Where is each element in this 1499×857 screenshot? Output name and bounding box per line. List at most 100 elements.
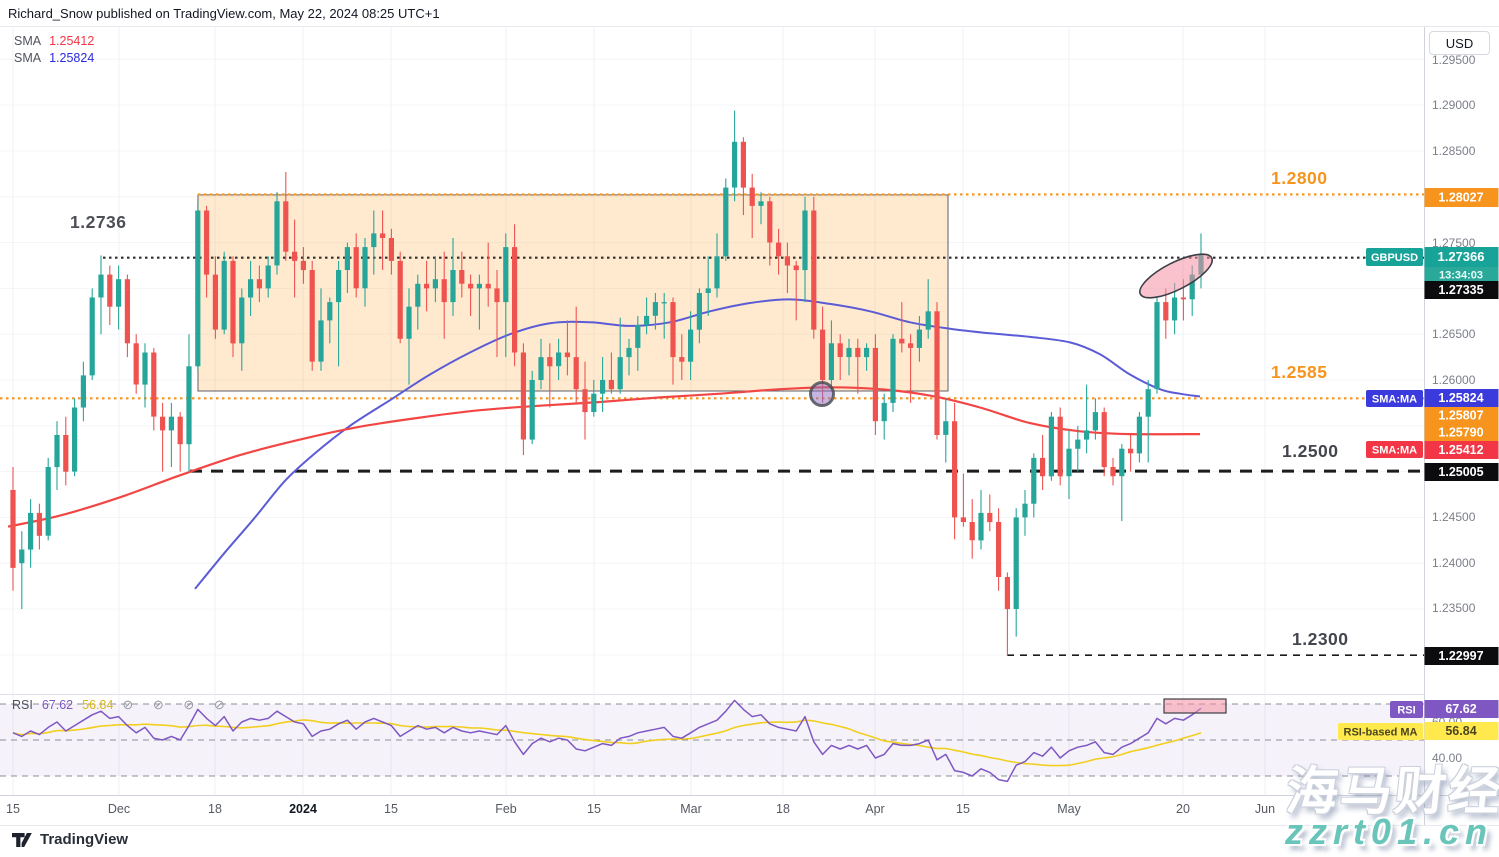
- rsi-axis-label: 40.00: [1432, 751, 1462, 765]
- candle-body: [72, 407, 78, 472]
- price-axis-label: 1.29500: [1432, 53, 1476, 67]
- candle-body: [934, 311, 940, 435]
- candle-body: [397, 260, 403, 339]
- x-axis-tick-label: 18: [208, 802, 222, 816]
- price-axis-badge-text: 67.62: [1445, 702, 1476, 716]
- x-axis-tick-label: 15: [956, 802, 970, 816]
- candle-body: [978, 512, 984, 541]
- candle-body: [740, 141, 746, 188]
- candle-body: [327, 302, 333, 321]
- candle-body: [758, 201, 764, 206]
- x-axis-tick-label: Apr: [865, 802, 884, 816]
- candle-body: [292, 251, 298, 261]
- candle-body: [670, 302, 676, 358]
- candle-body: [626, 347, 632, 358]
- x-axis-tick-label: 15: [384, 802, 398, 816]
- candle-body: [1119, 448, 1125, 477]
- price-axis-badge-text: 1.27366: [1438, 249, 1485, 264]
- rsi-value: 67.62: [41, 698, 74, 712]
- level-price-label: 1.2500: [1282, 441, 1339, 461]
- candle-body: [512, 247, 518, 353]
- rsi-highlight-box: [1163, 698, 1227, 714]
- currency-toggle-button[interactable]: USD: [1429, 31, 1490, 55]
- price-axis-badge: [1424, 441, 1499, 459]
- series-name-pill-text: SMA:MA: [1372, 445, 1417, 457]
- candle-body: [855, 347, 861, 358]
- x-axis-tick-label: 2024: [289, 802, 317, 816]
- candle-body: [1013, 517, 1019, 609]
- series-name-pill: [1366, 441, 1423, 458]
- candle-body: [960, 517, 966, 522]
- candle-body: [723, 187, 729, 257]
- candle-body: [265, 265, 271, 289]
- candle-body: [1084, 430, 1090, 440]
- candle-body: [1004, 577, 1010, 610]
- x-axis-tick-label: 15: [6, 802, 20, 816]
- candle-body: [899, 338, 905, 344]
- price-axis-label: 1.26500: [1432, 327, 1476, 341]
- tradingview-logo-icon: [12, 832, 32, 847]
- level-price-label: 1.2585: [1271, 362, 1328, 382]
- price-axis-badge-text: 1.25005: [1438, 465, 1483, 479]
- series-name-pill: [1366, 248, 1423, 266]
- candle-body: [1128, 448, 1134, 454]
- candle-body: [221, 260, 227, 330]
- price-axis-label: 1.23500: [1432, 601, 1476, 615]
- candle-body: [239, 297, 245, 344]
- candle-body: [820, 329, 826, 380]
- candle-body: [705, 288, 711, 293]
- candle-body: [503, 247, 509, 303]
- candle-body: [1163, 302, 1169, 321]
- price-axis-label: 1.28500: [1432, 144, 1476, 158]
- x-axis-tick-label: 18: [776, 802, 790, 816]
- sma-legend-row[interactable]: SMA 1.25824: [14, 50, 94, 67]
- candle-body: [872, 347, 878, 422]
- sma-slow-line: [194, 298, 1201, 590]
- candle-body: [36, 512, 42, 536]
- candle-body: [54, 435, 60, 468]
- series-name-pill-text: RSI: [1397, 705, 1415, 717]
- candle-body: [881, 402, 887, 422]
- candle-body: [1075, 439, 1081, 449]
- candle-body: [89, 297, 95, 376]
- price-axis-badge-text: 1.25824: [1438, 391, 1483, 405]
- candle-body: [441, 279, 447, 303]
- candle-body: [1172, 297, 1178, 321]
- candle-body: [300, 260, 306, 271]
- candle-body: [353, 247, 359, 289]
- candle-body: [485, 283, 491, 289]
- candle-body: [116, 279, 122, 307]
- candle-body: [230, 260, 236, 344]
- candle-body: [10, 490, 16, 568]
- candle-body: [1022, 503, 1028, 518]
- tradingview-attribution-link[interactable]: TradingView: [12, 831, 128, 848]
- breakout-ellipse-annotation: [1139, 253, 1213, 299]
- candle-body: [714, 256, 720, 289]
- candle-body: [732, 141, 738, 188]
- candle-body: [1136, 416, 1142, 454]
- candle-body: [309, 270, 315, 362]
- watermark-url: zzrt01.cn: [1284, 811, 1493, 852]
- candle-body: [547, 357, 553, 367]
- candle-body: [582, 389, 588, 413]
- price-axis-badge: [1424, 281, 1499, 299]
- sma-legend: SMA 1.25412 SMA 1.25824: [14, 33, 94, 67]
- candle-body: [784, 256, 790, 266]
- sma-value: 1.25824: [49, 51, 95, 65]
- candle-body: [274, 201, 280, 266]
- price-axis-badge-text: 1.28027: [1438, 191, 1483, 205]
- indicator-action-icons[interactable]: ⊘ ⊘ ⊘ ⊘: [122, 697, 233, 712]
- candle-body: [388, 238, 394, 261]
- price-axis-badge-text: 1.25412: [1438, 443, 1483, 457]
- candle-body: [644, 315, 650, 326]
- price-axis-label: 1.29000: [1432, 98, 1476, 112]
- sma-value: 1.25412: [49, 34, 95, 48]
- sma-legend-row[interactable]: SMA 1.25412: [14, 33, 94, 50]
- candle-body: [133, 343, 139, 385]
- candle-body: [828, 343, 834, 380]
- rsi-line: [12, 699, 1202, 783]
- candle-body: [749, 187, 755, 206]
- candle-body: [608, 380, 614, 390]
- candle-body: [908, 343, 914, 348]
